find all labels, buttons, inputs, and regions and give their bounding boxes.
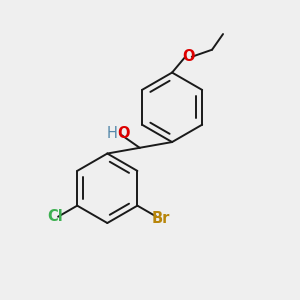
- Text: O: O: [183, 49, 195, 64]
- Text: Br: Br: [152, 211, 170, 226]
- Text: O: O: [117, 126, 130, 141]
- Text: Cl: Cl: [47, 209, 63, 224]
- Text: H: H: [107, 126, 118, 141]
